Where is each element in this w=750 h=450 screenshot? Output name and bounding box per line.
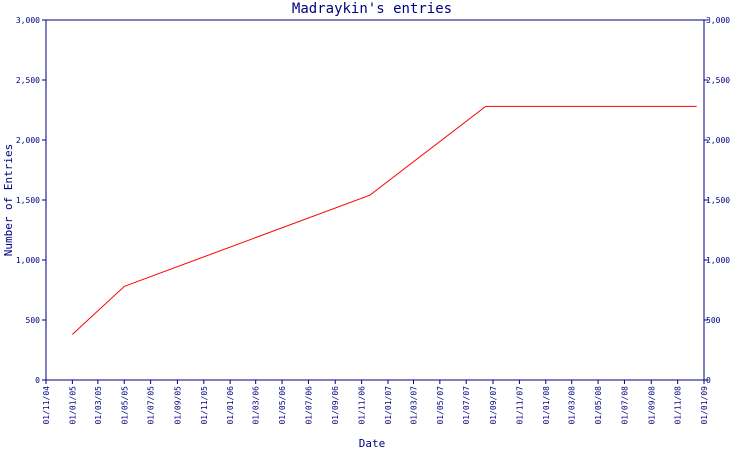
y-tick-label-right: 1,500 bbox=[706, 196, 730, 205]
chart-title: Madraykin's entries bbox=[292, 1, 452, 17]
y-tick-label-right: 3,000 bbox=[706, 16, 730, 25]
x-tick-label: 01/05/05 bbox=[120, 386, 129, 425]
x-tick-label: 01/11/08 bbox=[674, 386, 683, 425]
x-tick-label: 01/03/06 bbox=[252, 386, 261, 425]
x-tick-label: 01/01/05 bbox=[68, 386, 77, 425]
x-tick-label: 01/11/04 bbox=[42, 386, 51, 425]
y-tick-label-left: 0 bbox=[35, 376, 40, 385]
x-tick-label: 01/01/08 bbox=[542, 386, 551, 425]
x-tick-label: 01/09/07 bbox=[489, 386, 498, 425]
x-tick-label: 01/11/06 bbox=[358, 386, 367, 425]
y-tick-label-left: 2,000 bbox=[16, 136, 40, 145]
x-tick-label: 01/09/08 bbox=[647, 386, 656, 425]
plot-frame bbox=[45, 19, 705, 381]
x-tick-label: 01/03/08 bbox=[568, 386, 577, 425]
x-tick-label: 01/07/08 bbox=[620, 386, 629, 425]
y-tick-label-right: 0 bbox=[706, 376, 711, 385]
x-tick-label: 01/01/06 bbox=[226, 386, 235, 425]
series-line bbox=[72, 105, 697, 335]
x-tick-label: 01/09/06 bbox=[331, 386, 340, 425]
y-tick-label-left: 1,000 bbox=[16, 256, 40, 265]
y-tick-label-right: 500 bbox=[706, 316, 721, 325]
y-axis-right: 0 500 1,000 1,500 2,000 2,500 3,000 bbox=[704, 16, 730, 385]
x-tick-label: 01/03/05 bbox=[94, 386, 103, 425]
x-tick-label: 01/05/06 bbox=[278, 386, 287, 425]
y-tick-label-left: 1,500 bbox=[16, 196, 40, 205]
x-tick-label: 01/09/05 bbox=[173, 386, 182, 425]
x-tick-label: 01/07/06 bbox=[304, 386, 313, 425]
y-tick-label-left: 3,000 bbox=[16, 16, 40, 25]
y-tick-label-right: 2,000 bbox=[706, 136, 730, 145]
x-tick-label: 01/11/05 bbox=[200, 386, 209, 425]
x-tick-label: 01/11/07 bbox=[515, 386, 524, 425]
x-tick-label: 01/07/05 bbox=[147, 386, 156, 425]
y-tick-label-right: 1,000 bbox=[706, 256, 730, 265]
x-tick-label: 01/03/07 bbox=[409, 386, 418, 425]
x-axis: 01/11/04 01/01/05 01/03/05 01/05/05 01/07/05… bbox=[42, 380, 709, 425]
x-tick-label: 01/05/07 bbox=[436, 386, 445, 425]
x-tick-label: 01/07/07 bbox=[462, 386, 471, 425]
y-axis-label: Number of Entries bbox=[2, 144, 15, 257]
x-tick-label: 01/01/09 bbox=[700, 386, 709, 425]
x-tick-label: 01/05/08 bbox=[594, 386, 603, 425]
y-axis-left: 0 500 1,000 1,500 2,000 2,500 3,000 bbox=[16, 16, 46, 385]
x-tick-label: 01/01/07 bbox=[384, 386, 393, 425]
x-axis-label: Date bbox=[359, 437, 386, 450]
y-tick-label-left: 500 bbox=[26, 316, 41, 325]
y-tick-label-left: 2,500 bbox=[16, 76, 40, 85]
series-layer bbox=[72, 105, 697, 335]
y-tick-label-right: 2,500 bbox=[706, 76, 730, 85]
